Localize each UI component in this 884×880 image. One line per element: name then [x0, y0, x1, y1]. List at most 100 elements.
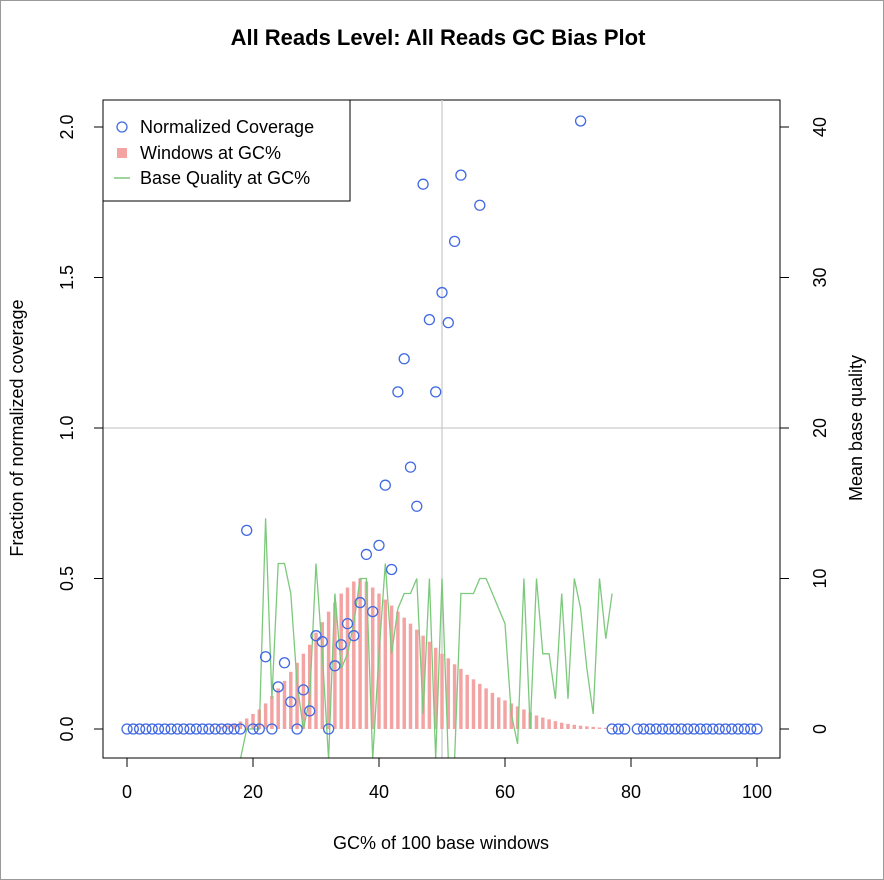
y2-tick-label: 10: [810, 568, 830, 588]
windows-bar: [383, 599, 388, 729]
coverage-point: [669, 723, 681, 735]
coverage-point: [379, 479, 391, 491]
y-axis-right: 0 10 20 30 40: [779, 117, 830, 734]
coverage-point: [612, 723, 625, 735]
windows-bar: [226, 725, 230, 729]
y-tick-label: 1.0: [57, 415, 77, 440]
windows-bar: [232, 723, 236, 729]
y-tick-label: 0.0: [57, 716, 77, 741]
coverage-point: [310, 630, 322, 642]
coverage-point: [455, 169, 467, 181]
windows-bar: [534, 715, 539, 729]
windows-bar: [263, 703, 268, 729]
windows-bar: [553, 721, 558, 729]
y-axis-left: 0.0 0.5 1.0 1.5 2.0: [57, 114, 104, 742]
windows-bar: [352, 581, 356, 729]
coverage-point: [574, 115, 587, 127]
y2-tick-label: 40: [810, 117, 830, 137]
coverage-point: [373, 539, 385, 552]
coverage-point: [341, 618, 354, 630]
y-tick-label: 0.5: [57, 566, 77, 591]
coverage-point: [234, 723, 247, 735]
legend-coverage-label: Normalized Coverage: [140, 117, 314, 137]
coverage-point: [121, 723, 133, 735]
coverage-point: [392, 386, 404, 398]
windows-bar: [484, 688, 488, 729]
windows-bar: [396, 611, 400, 729]
windows-bar: [251, 713, 255, 729]
coverage-point: [184, 723, 196, 735]
coverage-point: [404, 461, 417, 473]
coverage-point: [682, 723, 694, 735]
coverage-point: [171, 723, 184, 735]
x-axis: 0 20 40 60 80 100: [122, 757, 772, 802]
y2-tick-label: 0: [810, 724, 830, 734]
coverage-point: [278, 657, 291, 669]
windows-bar: [333, 602, 337, 729]
coverage-point: [159, 723, 171, 735]
coverage-point: [140, 723, 152, 735]
windows-bar: [578, 725, 583, 729]
windows-bar: [452, 664, 457, 729]
coverage-point: [707, 723, 719, 735]
coverage-point: [196, 723, 209, 735]
windows-bar: [219, 726, 224, 729]
coverage-point: [631, 723, 643, 735]
windows-bar: [389, 605, 394, 729]
legend-windows-marker: [117, 148, 127, 158]
windows-bar: [522, 709, 526, 729]
legend-quality-label: Base Quality at GC%: [140, 168, 310, 188]
y-tick-label: 1.5: [57, 265, 77, 290]
y-axis-label: Fraction of normalized coverage: [7, 299, 27, 556]
coverage-point: [751, 723, 763, 735]
windows-bar: [433, 647, 438, 729]
x-tick-label: 100: [742, 782, 772, 802]
coverage-point: [474, 199, 486, 211]
x-tick-label: 80: [621, 782, 641, 802]
coverage-point: [644, 723, 656, 735]
coverage-point: [253, 723, 265, 735]
quality-series-line: [239, 518, 613, 758]
windows-bar: [471, 679, 476, 729]
windows-bar: [610, 728, 614, 730]
coverage-point: [259, 651, 272, 663]
coverage-point: [329, 660, 341, 672]
coverage-point: [694, 723, 706, 735]
windows-bar: [326, 611, 331, 729]
coverage-point: [316, 636, 328, 648]
coverage-point: [272, 681, 284, 693]
coverage-point: [606, 723, 618, 735]
windows-bar: [446, 658, 451, 729]
coverage-point: [146, 723, 158, 735]
chart-title: All Reads Level: All Reads GC Bias Plot: [231, 25, 647, 50]
legend: Normalized Coverage Windows at GC% Base …: [102, 99, 351, 202]
coverage-point: [726, 723, 738, 735]
coverage-point: [430, 386, 442, 398]
windows-bar: [213, 727, 217, 729]
windows-bar: [427, 641, 432, 729]
windows-bar: [591, 726, 595, 729]
windows-bar: [559, 722, 564, 729]
windows-bar: [496, 697, 501, 729]
coverage-point: [178, 723, 190, 735]
coverage-point: [442, 316, 454, 329]
coverage-point: [228, 723, 240, 735]
windows-bar: [282, 680, 287, 729]
coverage-point: [203, 723, 215, 735]
coverage-point: [354, 596, 366, 609]
windows-bar: [314, 632, 318, 729]
coverage-point: [656, 723, 669, 735]
coverage-point: [675, 723, 688, 735]
windows-bar: [270, 695, 274, 729]
coverage-point: [436, 286, 448, 299]
windows-bar: [345, 587, 350, 729]
windows-bar: [276, 688, 280, 729]
y2-axis-label: Mean base quality: [846, 355, 866, 501]
x-tick-label: 20: [243, 782, 263, 802]
windows-bar: [585, 726, 589, 729]
windows-bar: [547, 719, 551, 729]
y2-tick-label: 30: [810, 267, 830, 287]
coverage-point: [165, 723, 177, 735]
coverage-point: [619, 723, 631, 735]
